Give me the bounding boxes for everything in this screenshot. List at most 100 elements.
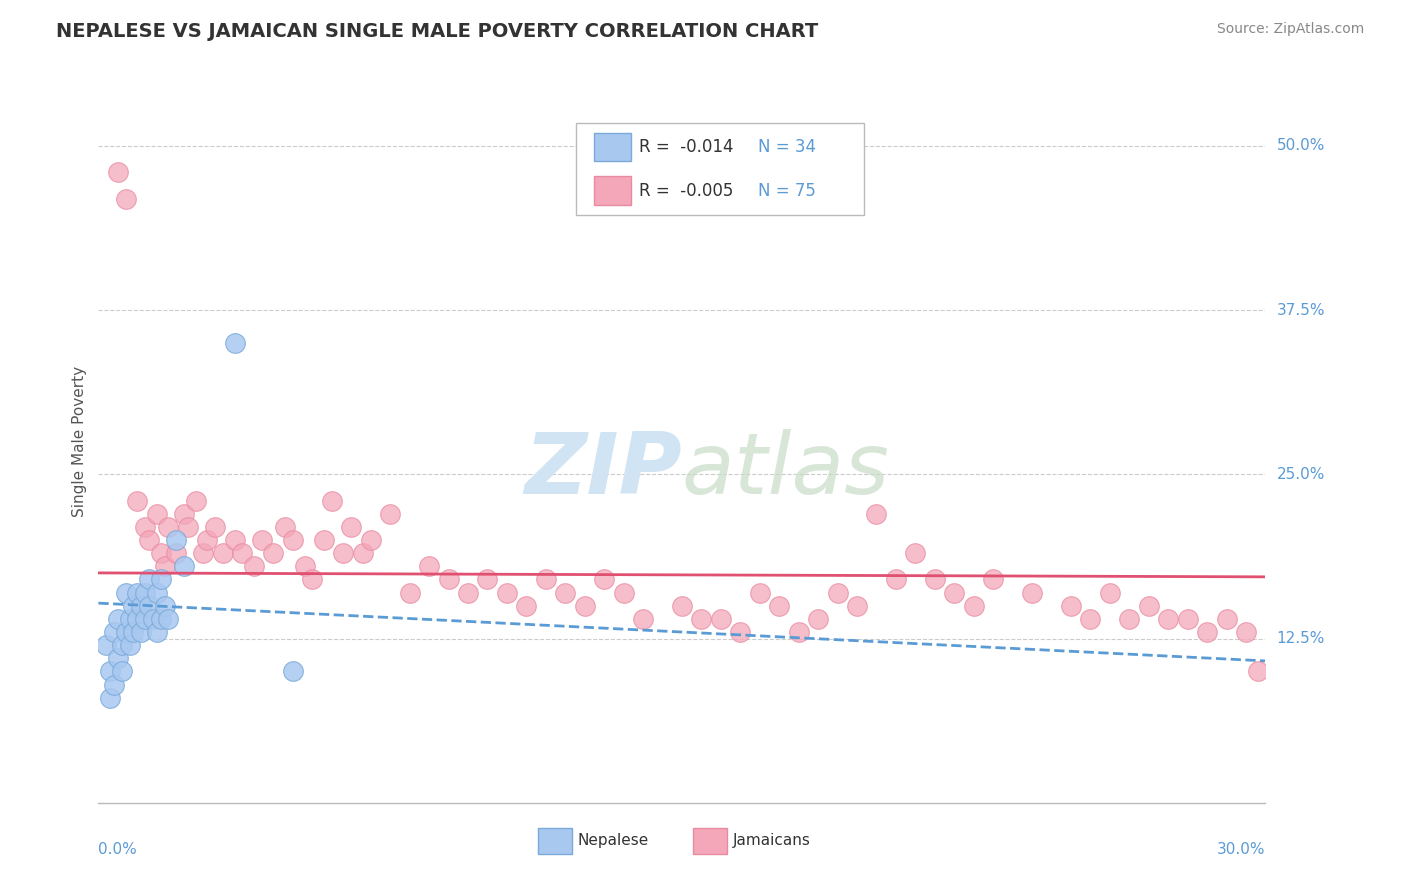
- Point: [1060, 599, 1083, 613]
- Point: [613, 585, 636, 599]
- Point: [243, 559, 266, 574]
- Point: [496, 585, 519, 599]
- Point: [787, 625, 810, 640]
- Point: [146, 585, 169, 599]
- Point: [768, 599, 790, 613]
- Point: [730, 625, 752, 640]
- Point: [122, 599, 145, 613]
- Point: [281, 533, 304, 547]
- Point: [134, 520, 156, 534]
- Point: [224, 336, 246, 351]
- Point: [554, 585, 576, 599]
- Point: [157, 612, 180, 626]
- Point: [114, 625, 136, 640]
- Text: 25.0%: 25.0%: [1277, 467, 1324, 482]
- Point: [111, 665, 134, 679]
- Point: [129, 599, 152, 613]
- Point: [122, 625, 145, 640]
- Point: [250, 533, 273, 547]
- Point: [301, 573, 323, 587]
- Text: ZIP: ZIP: [524, 429, 682, 512]
- Point: [437, 573, 460, 587]
- Point: [146, 625, 169, 640]
- Point: [177, 520, 200, 534]
- Point: [107, 651, 129, 665]
- Point: [312, 533, 335, 547]
- Point: [671, 599, 693, 613]
- Point: [114, 192, 136, 206]
- Point: [149, 546, 172, 560]
- Text: 30.0%: 30.0%: [1218, 842, 1265, 856]
- Point: [1246, 665, 1268, 679]
- Text: N = 75: N = 75: [758, 182, 817, 200]
- Point: [457, 585, 479, 599]
- Point: [321, 493, 343, 508]
- Point: [1080, 612, 1102, 626]
- Point: [96, 638, 118, 652]
- Text: 0.0%: 0.0%: [98, 842, 138, 856]
- Point: [593, 573, 616, 587]
- Point: [515, 599, 537, 613]
- Point: [127, 493, 149, 508]
- Point: [111, 638, 134, 652]
- Point: [173, 559, 195, 574]
- Y-axis label: Single Male Poverty: Single Male Poverty: [72, 366, 87, 517]
- Point: [865, 507, 887, 521]
- Point: [127, 612, 149, 626]
- Point: [380, 507, 402, 521]
- Text: Nepalese: Nepalese: [578, 833, 650, 848]
- Point: [127, 585, 149, 599]
- Point: [534, 573, 557, 587]
- Point: [134, 585, 156, 599]
- Point: [134, 612, 156, 626]
- Point: [1137, 599, 1160, 613]
- Point: [165, 533, 187, 547]
- Point: [114, 585, 136, 599]
- Point: [107, 165, 129, 179]
- Text: atlas: atlas: [682, 429, 890, 512]
- Point: [118, 612, 141, 626]
- Text: 12.5%: 12.5%: [1277, 632, 1324, 646]
- Point: [710, 612, 733, 626]
- Point: [846, 599, 869, 613]
- Point: [748, 585, 770, 599]
- Point: [142, 612, 165, 626]
- Point: [153, 599, 176, 613]
- Text: Source: ZipAtlas.com: Source: ZipAtlas.com: [1216, 22, 1364, 37]
- Point: [138, 599, 160, 613]
- Point: [807, 612, 830, 626]
- Point: [690, 612, 713, 626]
- Point: [195, 533, 218, 547]
- Point: [962, 599, 984, 613]
- Point: [173, 507, 195, 521]
- Point: [1098, 585, 1121, 599]
- Point: [274, 520, 297, 534]
- Point: [193, 546, 215, 560]
- Text: R =  -0.005: R = -0.005: [638, 182, 734, 200]
- Point: [184, 493, 207, 508]
- Text: 37.5%: 37.5%: [1277, 302, 1324, 318]
- Point: [827, 585, 849, 599]
- Point: [165, 546, 187, 560]
- Point: [138, 533, 160, 547]
- Point: [149, 612, 172, 626]
- Point: [418, 559, 440, 574]
- Point: [1234, 625, 1257, 640]
- Point: [398, 585, 420, 599]
- Text: R =  -0.014: R = -0.014: [638, 138, 734, 156]
- Point: [1118, 612, 1140, 626]
- Point: [340, 520, 363, 534]
- Point: [943, 585, 966, 599]
- Point: [1177, 612, 1199, 626]
- Point: [281, 665, 304, 679]
- Point: [574, 599, 596, 613]
- Point: [98, 665, 121, 679]
- Point: [904, 546, 927, 560]
- Point: [103, 677, 125, 691]
- Point: [477, 573, 499, 587]
- Point: [149, 573, 172, 587]
- Point: [1157, 612, 1180, 626]
- Point: [1215, 612, 1237, 626]
- Point: [204, 520, 226, 534]
- Point: [118, 638, 141, 652]
